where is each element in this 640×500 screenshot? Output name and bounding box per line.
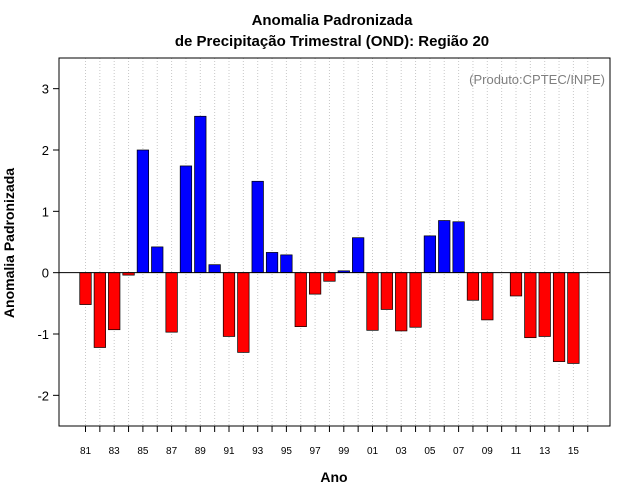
bar-92 <box>237 272 250 353</box>
x-tick-label: 09 <box>482 446 494 457</box>
bar-98 <box>323 272 336 282</box>
bar-04 <box>409 272 422 328</box>
y-tick-label: -2 <box>37 388 49 403</box>
bar-97 <box>309 272 322 295</box>
x-tick-label: 05 <box>424 446 436 457</box>
bar-81 <box>79 272 92 305</box>
y-tick-label: 0 <box>42 266 49 281</box>
x-tick-label: 93 <box>252 446 264 457</box>
bar-83 <box>108 272 121 331</box>
bar-02 <box>380 272 393 310</box>
bar-07 <box>452 221 465 274</box>
bar-11 <box>509 272 523 297</box>
x-tick-label: 89 <box>195 446 207 457</box>
credit-text: (Produto:CPTEC/INPE) <box>469 72 605 87</box>
x-tick-label: 01 <box>367 446 379 457</box>
x-axis-title: Ano <box>320 469 347 485</box>
x-tick-label: 97 <box>310 446 322 457</box>
x-tick-label: 91 <box>223 446 235 457</box>
bar-96 <box>294 272 307 327</box>
x-tick-label: 11 <box>511 446 522 457</box>
x-tick-label: 83 <box>109 446 121 457</box>
x-tick-label: 03 <box>396 446 408 457</box>
bar-82 <box>93 272 106 348</box>
bar-85 <box>136 149 149 274</box>
plot-frame <box>58 57 611 427</box>
y-axis-title: Anomalia Padronizada <box>1 168 17 318</box>
chart-subtitle: de Precipitação Trimestral (OND): Região… <box>175 33 489 50</box>
x-tick-label: 99 <box>338 446 350 457</box>
bar-13 <box>538 272 551 337</box>
x-tick-label: 85 <box>137 446 149 457</box>
bar-09 <box>481 272 494 321</box>
x-axis: 81 83 85 87 89 91 93 95 97 99 01 03 05 07 09 11 13 15 <box>80 426 589 457</box>
chart-title: Anomalia Padronizada <box>252 12 414 29</box>
bar-01 <box>366 272 379 331</box>
bar-12 <box>524 272 537 339</box>
x-tick-label: 95 <box>281 446 293 457</box>
bar-06 <box>438 220 451 274</box>
y-tick-label: 1 <box>42 204 49 219</box>
bar-93 <box>251 180 264 274</box>
x-tick-label: 13 <box>539 446 551 457</box>
bar-14 <box>552 272 566 362</box>
bar-86 <box>151 246 164 274</box>
bar-95 <box>280 254 293 274</box>
x-tick-label: 81 <box>80 446 92 457</box>
bar-91 <box>222 272 236 337</box>
bar-94 <box>265 252 279 274</box>
x-tick-label: 15 <box>568 446 580 457</box>
bar-00 <box>352 237 365 274</box>
y-tick-label: -1 <box>37 327 49 342</box>
bar-03 <box>395 272 408 332</box>
y-axis: -2 -1 0 1 2 3 <box>37 82 59 403</box>
bar-90 <box>208 264 221 274</box>
bars <box>79 115 580 364</box>
bar-87 <box>165 272 178 333</box>
x-tick-label: 07 <box>453 446 465 457</box>
bar-15 <box>567 272 580 364</box>
bar-88 <box>179 165 193 274</box>
grid-lines <box>85 58 589 426</box>
bar-08 <box>466 272 480 301</box>
y-tick-label: 2 <box>42 143 49 158</box>
bar-05 <box>423 235 436 274</box>
y-tick-label: 3 <box>42 82 49 97</box>
bar-89 <box>194 115 207 274</box>
x-tick-label: 87 <box>166 446 178 457</box>
